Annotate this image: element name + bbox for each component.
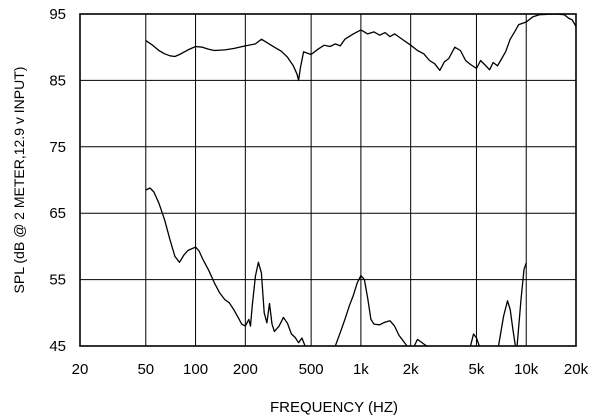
y-tick-label: 75	[49, 139, 66, 156]
y-axis-title: SPL (dB @ 2 METER,12.9 v INPUT)	[11, 67, 27, 294]
plot-series	[145, 13, 577, 347]
x-tick-label: 50	[137, 361, 154, 378]
plot-frame	[79, 13, 577, 347]
upper-response-curve	[145, 13, 577, 82]
y-tick-labels: 45 55 65 75 85 95	[49, 6, 66, 355]
lower-response-curve	[497, 300, 517, 347]
y-tick-label: 85	[49, 72, 66, 89]
lower-response-curve	[516, 262, 527, 347]
x-tick-label: 5k	[469, 361, 485, 378]
y-tick-label: 95	[49, 6, 66, 23]
x-tick-label: 2k	[403, 361, 419, 378]
y-tick-label: 55	[49, 272, 66, 289]
x-tick-label: 200	[233, 361, 258, 378]
x-tick-label: 20k	[564, 361, 589, 378]
lower-response-curve	[334, 274, 408, 347]
x-tick-label: 500	[299, 361, 324, 378]
lower-response-curve	[145, 187, 306, 347]
lower-response-curve	[469, 333, 480, 347]
x-tick-labels: 20 50 100 200 500 1k 2k 5k 10k 20k	[72, 361, 589, 378]
x-tick-label: 20	[72, 361, 89, 378]
x-axis-title: FREQUENCY (HZ)	[270, 399, 398, 416]
grid-lines	[80, 14, 576, 346]
lower-response-curve	[413, 338, 428, 347]
y-tick-label: 45	[49, 338, 66, 355]
x-tick-label: 10k	[514, 361, 539, 378]
x-tick-label: 1k	[353, 361, 369, 378]
y-tick-label: 65	[49, 205, 66, 222]
x-tick-label: 100	[183, 361, 208, 378]
